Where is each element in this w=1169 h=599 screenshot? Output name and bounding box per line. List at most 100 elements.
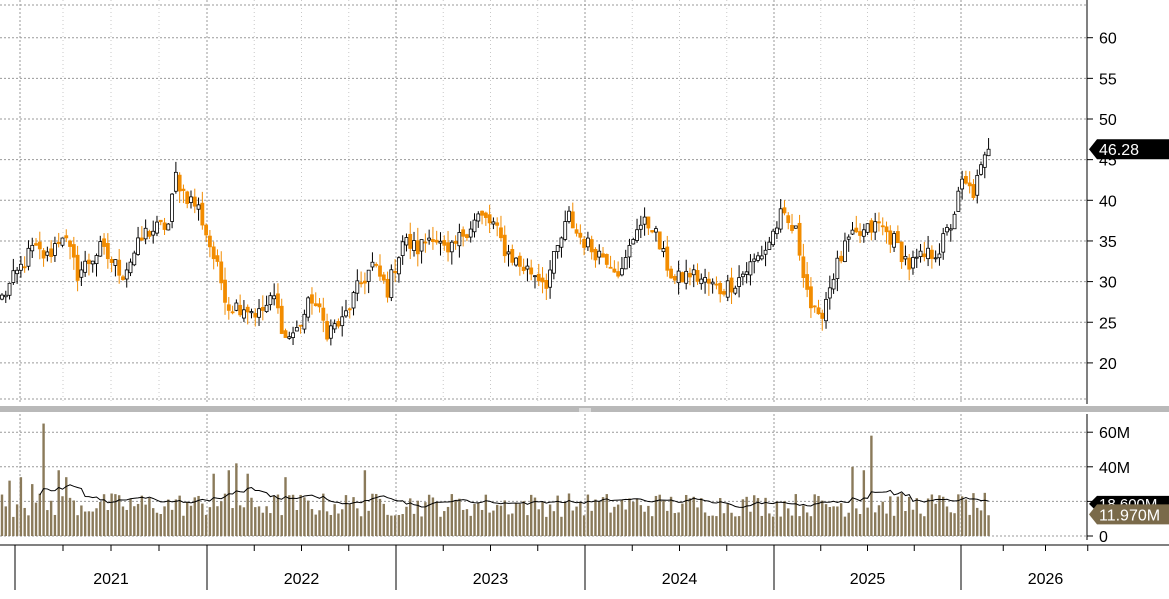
volume-bar bbox=[310, 509, 314, 536]
price-candle bbox=[483, 212, 488, 218]
volume-bar bbox=[900, 493, 903, 536]
price-candle bbox=[487, 214, 492, 224]
price-candle bbox=[937, 253, 942, 259]
volume-bar bbox=[582, 515, 586, 536]
volume-bar bbox=[254, 507, 257, 536]
volume-bar bbox=[12, 516, 15, 536]
volume-bar bbox=[953, 513, 956, 536]
price-candle bbox=[570, 211, 575, 229]
volume-bar bbox=[95, 508, 98, 536]
volume-bar bbox=[87, 511, 91, 536]
volume-bar bbox=[745, 496, 748, 536]
volume-bar bbox=[885, 513, 888, 536]
volume-bar bbox=[8, 480, 11, 536]
volume-bar bbox=[503, 500, 506, 536]
volume-bar bbox=[170, 509, 174, 536]
volume-bar bbox=[53, 514, 57, 536]
price-candle bbox=[593, 248, 598, 261]
volume-bar bbox=[314, 514, 317, 536]
volume-bar bbox=[295, 510, 299, 536]
price-candle bbox=[211, 246, 216, 260]
price-candle bbox=[563, 221, 568, 240]
volume-bar bbox=[110, 493, 113, 536]
price-candle bbox=[340, 316, 345, 327]
price-candle bbox=[695, 270, 700, 282]
volume-bar bbox=[632, 501, 635, 536]
volume-bar bbox=[775, 501, 779, 536]
price-candle bbox=[204, 224, 209, 236]
price-candle bbox=[589, 239, 594, 253]
price-candle bbox=[344, 310, 348, 317]
volume-bar bbox=[401, 514, 404, 536]
volume-bar bbox=[832, 506, 835, 536]
volume-bar bbox=[68, 497, 72, 536]
volume-bar bbox=[836, 506, 839, 536]
price-candle bbox=[771, 230, 776, 246]
price-candle bbox=[960, 178, 965, 190]
price-candle bbox=[370, 261, 375, 268]
volume-bar bbox=[507, 514, 510, 536]
price-candle bbox=[412, 240, 416, 251]
volume-bar bbox=[378, 498, 382, 536]
volume-bar bbox=[976, 507, 979, 536]
price-candle bbox=[276, 293, 280, 309]
volume-bar bbox=[117, 495, 121, 536]
price-candle bbox=[533, 275, 537, 278]
volume-bar bbox=[446, 506, 450, 536]
volume-bar bbox=[246, 473, 249, 536]
price-candle bbox=[499, 227, 503, 239]
volume-bar bbox=[363, 470, 367, 536]
price-candle bbox=[661, 248, 666, 253]
volume-bar bbox=[821, 500, 824, 536]
price-candle bbox=[465, 234, 469, 238]
volume-bar bbox=[688, 498, 692, 536]
volume-bar bbox=[639, 505, 643, 536]
volume-bar bbox=[499, 505, 503, 536]
price-candle bbox=[895, 231, 900, 244]
volume-bar bbox=[189, 505, 193, 536]
volume-bar bbox=[469, 515, 472, 536]
volume-bar bbox=[858, 513, 862, 536]
price-candle bbox=[393, 270, 398, 274]
price-candle bbox=[540, 277, 545, 283]
volume-bar bbox=[813, 494, 816, 536]
price-candle bbox=[306, 297, 311, 318]
volume-bar bbox=[514, 503, 518, 536]
volume-bar bbox=[594, 499, 597, 536]
price-candle bbox=[718, 283, 723, 295]
volume-bar bbox=[435, 501, 438, 536]
volume-bar bbox=[787, 508, 790, 536]
volume-bar bbox=[23, 507, 26, 536]
price-candle bbox=[892, 233, 896, 248]
price-candle bbox=[400, 241, 405, 257]
volume-bar bbox=[416, 500, 419, 536]
volume-moving-average bbox=[39, 484, 989, 508]
price-candle bbox=[827, 287, 832, 299]
volume-bar bbox=[325, 511, 329, 536]
volume-bar bbox=[749, 511, 752, 536]
price-candle bbox=[646, 216, 651, 229]
price-candle bbox=[117, 259, 122, 276]
price-candle bbox=[294, 327, 299, 332]
volume-bar bbox=[635, 498, 639, 536]
volume-bar bbox=[616, 504, 620, 536]
price-candle bbox=[18, 263, 23, 271]
volume-bar bbox=[552, 511, 556, 536]
price-candle bbox=[83, 260, 88, 273]
price-candle bbox=[635, 229, 639, 241]
volume-bar bbox=[703, 512, 707, 536]
volume-bar bbox=[541, 501, 544, 536]
price-candle bbox=[196, 204, 201, 210]
price-candle bbox=[362, 280, 367, 284]
price-candle bbox=[415, 240, 420, 255]
price-candle bbox=[249, 311, 254, 314]
volume-bar bbox=[182, 515, 185, 536]
price-candle bbox=[3, 294, 8, 298]
volume-bar bbox=[390, 515, 393, 536]
price-candle bbox=[223, 279, 227, 303]
volume-bar bbox=[193, 497, 196, 536]
price-candle bbox=[287, 336, 292, 339]
volume-bar bbox=[83, 511, 87, 536]
price-candle bbox=[502, 234, 507, 257]
volume-bar bbox=[779, 516, 782, 536]
